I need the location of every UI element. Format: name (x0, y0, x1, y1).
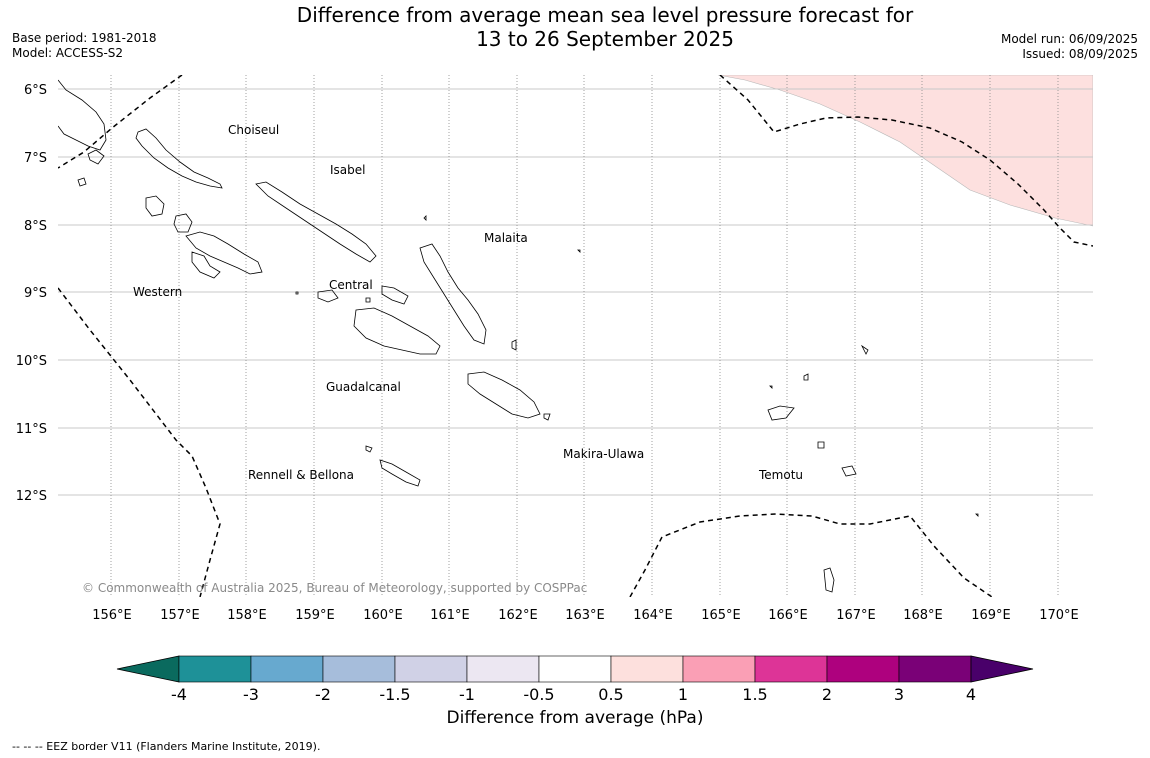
region-label-isabel: Isabel (330, 163, 365, 177)
lat-label: 11°S (16, 422, 47, 437)
colorbar-segment (394, 655, 468, 683)
lon-label: 165°E (701, 608, 741, 623)
coastlines (58, 79, 979, 593)
lon-label: 163°E (565, 608, 605, 623)
lat-label: 8°S (24, 219, 47, 234)
lat-label: 6°S (24, 83, 47, 98)
latitude-gridlines (58, 88, 1093, 496)
region-label-guadalcanal: Guadalcanal (326, 380, 401, 394)
lon-label: 157°E (160, 608, 200, 623)
colorbar-segment (250, 655, 324, 683)
map-title: Difference from average mean sea level p… (0, 3, 1150, 51)
lat-label: 12°S (16, 489, 47, 504)
lon-label: 170°E (1039, 608, 1079, 623)
title-line-2: 13 to 26 September 2025 (476, 27, 734, 51)
colorbar-segment (898, 655, 972, 683)
metadata-left: Base period: 1981-2018 Model: ACCESS-S2 (12, 31, 157, 61)
lon-label: 164°E (633, 608, 673, 623)
colorbar-tick-label: 0.5 (598, 685, 623, 704)
lon-label: 161°E (430, 608, 470, 623)
lon-label: 166°E (768, 608, 808, 623)
title-line-1: Difference from average mean sea level p… (296, 3, 914, 27)
lat-label: 10°S (16, 354, 47, 369)
lon-label: 160°E (363, 608, 403, 623)
lon-label: 167°E (836, 608, 876, 623)
colorbar-tick-label: -0.5 (523, 685, 554, 704)
colorbar-tick-label: -2 (315, 685, 331, 704)
colorbar-segment (754, 655, 828, 683)
colorbar-segment (682, 655, 756, 683)
colorbar-tick-labels: -4 -3 -2 -1.5 -1 -0.5 0.5 1 1.5 2 3 4 (171, 685, 976, 704)
lon-label: 159°E (295, 608, 335, 623)
colorbar-tick-label: 2 (822, 685, 832, 704)
colorbar-tick-label: -1 (459, 685, 475, 704)
region-label-malaita: Malaita (484, 231, 528, 245)
lon-label: 156°E (92, 608, 132, 623)
base-period-text: Base period: 1981-2018 (12, 31, 157, 45)
region-labels: Choiseul Isabel Malaita Western Central … (133, 123, 803, 482)
colorbar-tick-label: 1.5 (742, 685, 767, 704)
lon-label: 158°E (227, 608, 267, 623)
positive-anomaly-area (717, 75, 1093, 227)
region-label-western: Western (133, 285, 182, 299)
region-label-makira-ulawa: Makira-Ulawa (563, 447, 644, 461)
lat-label: 9°S (24, 286, 47, 301)
colorbar-segment (178, 655, 252, 683)
colorbar-label: Difference from average (hPa) (446, 708, 704, 728)
region-label-temotu: Temotu (758, 468, 803, 482)
region-label-choiseul: Choiseul (228, 123, 279, 137)
lon-label: 169°E (971, 608, 1011, 623)
longitude-gridlines (110, 75, 1059, 597)
metadata-right: Model run: 06/09/2025 Issued: 08/09/2025 (1001, 32, 1138, 62)
longitude-labels: 156°E 157°E 158°E 159°E 160°E 161°E 162°… (92, 608, 1079, 623)
colorbar-segment (610, 655, 684, 683)
forecast-map: Choiseul Isabel Malaita Western Central … (16, 75, 1093, 623)
colorbar-segment (466, 655, 540, 683)
region-label-rennell-bellona: Rennell & Bellona (248, 468, 354, 482)
colorbar-tick-label: -4 (171, 685, 187, 704)
colorbar-tick-label: -1.5 (379, 685, 410, 704)
model-text: Model: ACCESS-S2 (12, 46, 124, 60)
colorbar-over-arrow (970, 655, 1034, 683)
lon-label: 162°E (498, 608, 538, 623)
colorbar-segment (538, 655, 612, 683)
colorbar-segment (322, 655, 396, 683)
eez-borders (58, 75, 1093, 597)
colorbar-tick-label: 3 (894, 685, 904, 704)
latitude-labels: 6°S 7°S 8°S 9°S 10°S 11°S 12°S (16, 83, 47, 504)
region-label-central: Central (329, 278, 373, 292)
colorbar-segments (116, 655, 1034, 683)
copyright-text: © Commonwealth of Australia 2025, Bureau… (82, 581, 587, 595)
colorbar-tick-label: 1 (678, 685, 688, 704)
issued-text: Issued: 08/09/2025 (1022, 47, 1138, 61)
eez-footnote: -- -- -- EEZ border V11 (Flanders Marine… (12, 740, 321, 753)
colorbar-under-arrow (116, 655, 180, 683)
colorbar-tick-label: 4 (966, 685, 976, 704)
lat-label: 7°S (24, 151, 47, 166)
colorbar-tick-label: -3 (243, 685, 259, 704)
lon-label: 168°E (903, 608, 943, 623)
model-run-text: Model run: 06/09/2025 (1000, 32, 1138, 46)
colorbar-segment (826, 655, 900, 683)
